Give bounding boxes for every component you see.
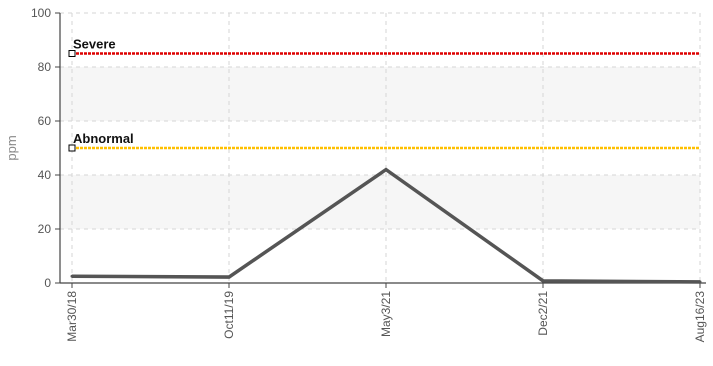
y-tick-label: 0 [44,276,51,290]
x-tick-label: Aug16/23 [693,291,707,343]
threshold-lines: Severe Abnormal [68,37,700,152]
y-tick-label: 20 [38,222,52,236]
data-point [384,168,388,172]
threshold-label: Abnormal [73,131,134,146]
x-tick-label: Dec2/21 [536,291,550,336]
y-tick-label: 60 [38,114,52,128]
data-point [541,279,545,283]
x-tick-label: May3/21 [379,291,393,337]
data-point [70,274,74,278]
data-point [698,280,702,284]
plot-band [60,175,700,229]
data-point [227,275,231,279]
y-axis-label: ppm [4,135,19,160]
y-tick-labels: 0 20 40 60 80 100 [31,6,51,290]
x-tick-label: Oct11/19 [222,291,236,339]
x-tick-label: Mar30/18 [65,291,79,342]
y-tick-label: 80 [38,60,52,74]
x-tick-labels: Mar30/18 Oct11/19 May3/21 Dec2/21 Aug16/23 [65,291,707,343]
y-tick-label: 100 [31,6,51,20]
threshold-marker [68,144,76,152]
plot-bands [60,67,700,229]
threshold-marker [68,50,76,57]
axes [55,12,706,288]
y-tick-label: 40 [38,168,52,182]
plot-band [60,67,700,121]
threshold-label: Severe [73,37,116,52]
grid-lines [60,12,701,283]
series-lines [70,167,702,284]
